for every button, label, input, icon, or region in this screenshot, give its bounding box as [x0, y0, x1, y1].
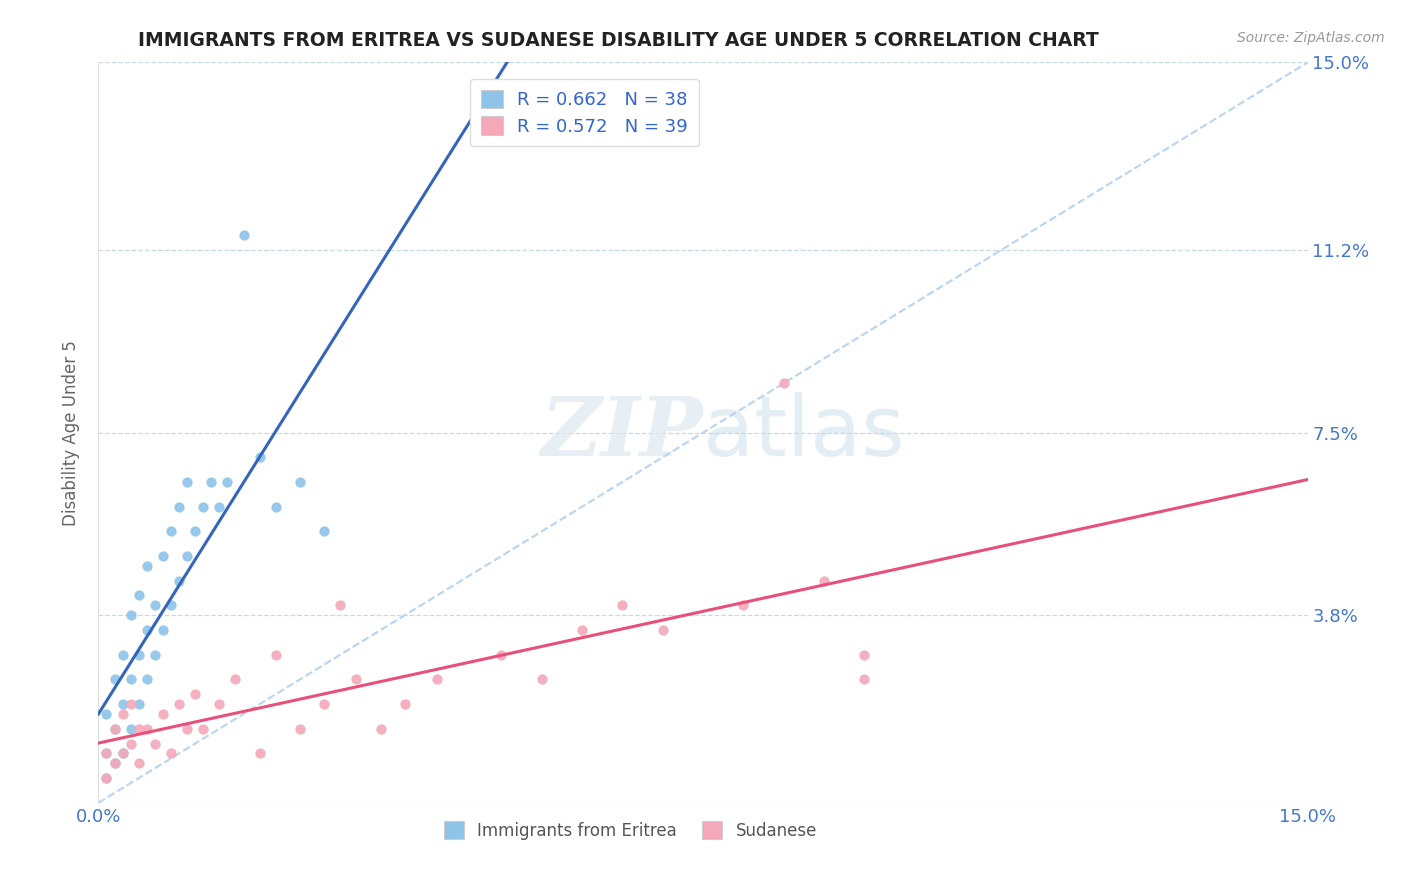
Point: [128, 697, 150, 711]
Point: [160, 747, 183, 761]
Point: [208, 500, 231, 514]
Point: [370, 722, 392, 736]
Point: [103, 756, 125, 771]
Point: [249, 747, 271, 761]
Point: [128, 648, 150, 662]
Point: [96, 771, 118, 785]
Point: [184, 524, 207, 539]
Point: [193, 500, 215, 514]
Point: [530, 673, 553, 687]
Point: [193, 722, 215, 736]
Point: [135, 623, 157, 637]
Point: [103, 673, 125, 687]
Point: [264, 500, 287, 514]
Point: [103, 722, 125, 736]
Point: [111, 747, 134, 761]
Point: [111, 747, 134, 761]
Point: [249, 450, 271, 465]
Point: [135, 673, 157, 687]
Point: [612, 599, 634, 613]
Point: [96, 747, 118, 761]
Point: [111, 648, 134, 662]
Point: [135, 722, 157, 736]
Point: [160, 524, 183, 539]
Point: [120, 722, 142, 736]
Point: [120, 608, 142, 623]
Point: [152, 623, 174, 637]
Point: [651, 623, 673, 637]
Point: [120, 737, 142, 751]
Point: [96, 706, 118, 721]
Point: [128, 589, 150, 603]
Point: [167, 697, 190, 711]
Text: IMMIGRANTS FROM ERITREA VS SUDANESE DISABILITY AGE UNDER 5 CORRELATION CHART: IMMIGRANTS FROM ERITREA VS SUDANESE DISA…: [138, 31, 1099, 50]
Point: [135, 558, 157, 573]
Point: [103, 722, 125, 736]
Text: ZIP: ZIP: [540, 392, 703, 473]
Point: [344, 673, 367, 687]
Point: [143, 599, 166, 613]
Text: Source: ZipAtlas.com: Source: ZipAtlas.com: [1237, 31, 1385, 45]
Point: [224, 673, 246, 687]
Point: [96, 747, 118, 761]
Point: [264, 648, 287, 662]
Point: [120, 673, 142, 687]
Point: [288, 722, 311, 736]
Point: [329, 599, 352, 613]
Point: [217, 475, 239, 489]
Point: [314, 524, 336, 539]
Legend: Immigrants from Eritrea, Sudanese: Immigrants from Eritrea, Sudanese: [437, 814, 824, 847]
Point: [314, 697, 336, 711]
Point: [176, 722, 198, 736]
Point: [128, 756, 150, 771]
Y-axis label: Disability Age Under 5: Disability Age Under 5: [62, 340, 80, 525]
Point: [111, 706, 134, 721]
Point: [152, 706, 174, 721]
Point: [813, 574, 835, 588]
Point: [853, 673, 876, 687]
Point: [128, 722, 150, 736]
Point: [176, 549, 198, 563]
Point: [167, 500, 190, 514]
Point: [571, 623, 593, 637]
Point: [200, 475, 222, 489]
Point: [152, 549, 174, 563]
Point: [208, 697, 231, 711]
Point: [143, 648, 166, 662]
Point: [120, 697, 142, 711]
Point: [96, 771, 118, 785]
Point: [491, 648, 513, 662]
Point: [160, 599, 183, 613]
Point: [288, 475, 311, 489]
Text: atlas: atlas: [703, 392, 904, 473]
Point: [143, 737, 166, 751]
Point: [184, 687, 207, 701]
Point: [111, 697, 134, 711]
Point: [394, 697, 416, 711]
Point: [853, 648, 876, 662]
Point: [176, 475, 198, 489]
Point: [167, 574, 190, 588]
Point: [772, 376, 794, 391]
Point: [103, 756, 125, 771]
Point: [232, 228, 254, 243]
Point: [733, 599, 755, 613]
Point: [426, 673, 449, 687]
